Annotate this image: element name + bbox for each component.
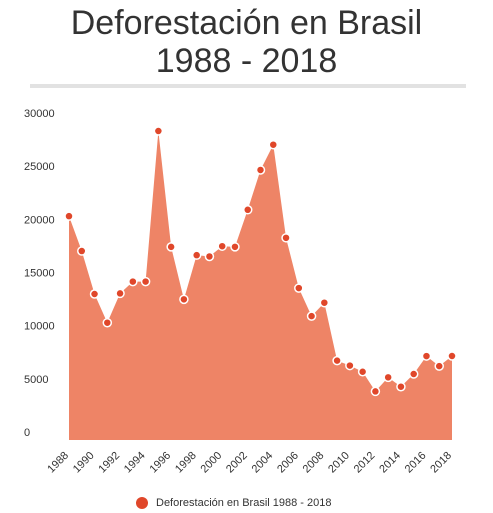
- data-point[interactable]: [383, 372, 393, 383]
- data-point[interactable]: [191, 250, 202, 260]
- data-points: [64, 126, 457, 397]
- data-point[interactable]: [370, 386, 381, 397]
- data-point[interactable]: [102, 317, 113, 328]
- x-tick-label: 2016: [403, 450, 429, 476]
- legend[interactable]: Deforestación en Brasil 1988 - 2018: [136, 494, 332, 512]
- data-point[interactable]: [319, 297, 330, 308]
- data-point[interactable]: [408, 369, 419, 379]
- data-point[interactable]: [217, 241, 227, 251]
- y-axis-ticks: 0 5000 10000 15000 20000 25000 30000: [24, 108, 55, 439]
- data-point[interactable]: [332, 355, 342, 366]
- x-tick-label: 1992: [96, 450, 122, 476]
- data-point[interactable]: [153, 126, 164, 136]
- y-tick-label: 15000: [24, 268, 55, 280]
- title-divider: [30, 84, 466, 88]
- data-point[interactable]: [77, 246, 87, 256]
- x-axis-ticks: 1988 1990 1992 1994 1996 1998 2000 2002 2004 2006…: [45, 450, 454, 476]
- x-tick-label: 1990: [71, 450, 97, 476]
- data-point[interactable]: [281, 233, 291, 243]
- x-tick-label: 2012: [352, 450, 378, 476]
- data-point[interactable]: [434, 361, 444, 371]
- x-tick-label: 2008: [301, 450, 327, 476]
- y-tick-label: 20000: [24, 214, 55, 226]
- data-point[interactable]: [268, 139, 279, 150]
- data-point[interactable]: [89, 289, 100, 299]
- data-point[interactable]: [166, 242, 176, 252]
- x-tick-label: 2014: [377, 450, 403, 476]
- data-point[interactable]: [447, 351, 457, 361]
- x-tick-label: 1988: [45, 450, 71, 476]
- data-point[interactable]: [179, 294, 189, 305]
- x-tick-label: 2000: [199, 450, 225, 476]
- data-point[interactable]: [396, 381, 406, 392]
- data-point[interactable]: [294, 283, 304, 293]
- page-title: Deforestación en Brasil 1988 - 2018: [0, 4, 493, 80]
- data-point[interactable]: [357, 367, 368, 377]
- x-tick-label: 1998: [173, 450, 199, 476]
- y-tick-label: 25000: [24, 161, 55, 173]
- x-tick-label: 2010: [326, 450, 352, 476]
- x-tick-label: 1996: [147, 450, 173, 476]
- title-line-1: Deforestación en Brasil: [70, 4, 423, 42]
- title-line-2: 1988 - 2018: [155, 42, 338, 80]
- data-point[interactable]: [255, 165, 266, 175]
- data-point[interactable]: [128, 276, 138, 287]
- x-tick-label: 2006: [275, 450, 301, 476]
- x-tick-label: 1994: [122, 450, 148, 476]
- data-point[interactable]: [421, 351, 432, 361]
- x-tick-label: 2004: [250, 450, 276, 476]
- legend-label: Deforestación en Brasil 1988 - 2018: [156, 497, 332, 509]
- x-tick-label: 2018: [428, 450, 454, 476]
- x-tick-label: 2002: [224, 450, 250, 476]
- data-point[interactable]: [140, 276, 151, 287]
- data-point[interactable]: [306, 311, 317, 321]
- y-tick-label: 10000: [24, 321, 55, 333]
- y-tick-label: 30000: [24, 108, 55, 120]
- data-point[interactable]: [115, 288, 125, 299]
- y-tick-label: 0: [24, 427, 30, 439]
- data-point[interactable]: [345, 360, 355, 371]
- data-point[interactable]: [204, 251, 215, 262]
- y-tick-label: 5000: [24, 374, 48, 386]
- legend-marker: [136, 497, 148, 509]
- data-point[interactable]: [230, 242, 240, 252]
- area-fill: [69, 131, 452, 440]
- data-point[interactable]: [242, 205, 253, 215]
- data-point[interactable]: [64, 211, 74, 221]
